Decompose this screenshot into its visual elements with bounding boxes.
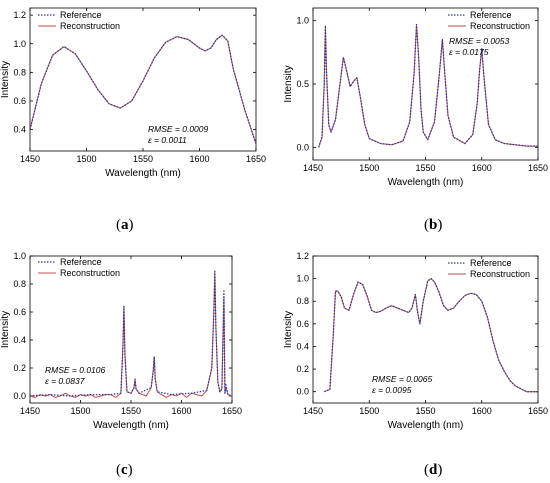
panel-c-y-tick-label: 1.0: [13, 251, 26, 261]
panel-d-y-tick-label: 0.8: [296, 296, 309, 306]
panel-c-x-tick-label: 1450: [20, 406, 40, 416]
panel-d-legend-reference-label: Reference: [470, 258, 512, 268]
panel-a-annotation-rmse: RMSE = 0.0009: [148, 124, 209, 134]
panel-c-y-tick-label: 0.4: [13, 335, 26, 345]
panel-c-y-axis-title: Intensity: [0, 311, 11, 348]
panel-b-x-tick-label: 1650: [528, 163, 548, 173]
panel-c-y-tick-label: 0.6: [13, 307, 26, 317]
panel-a-y-tick-label: 0.6: [13, 96, 26, 106]
panel-d-y-tick-label: 0.4: [296, 341, 309, 351]
panel-c-series-reference-line: [30, 270, 232, 397]
panel-b: 1450 1500 1550 1600 1650 0.0 0.5 1.0 Wavelength …: [283, 7, 548, 188]
panel-d-x-tick-label: 1650: [528, 406, 548, 416]
panel-a: 1450 1500 1550 1600 1650 0.4 0.6 0.8 1.0 1.2 Wavel…: [0, 7, 266, 179]
panel-a-x-tick-label: 1650: [246, 154, 266, 164]
panel-c-x-tick-label: 1500: [70, 406, 90, 416]
panel-a-y-axis-title: Intensity: [0, 61, 11, 98]
panel-c: 1450 1500 1550 1600 1650 0.0 0.2 0.4 0.6 0.8 1.0 Wa…: [0, 251, 242, 431]
panel-a-annotation-epsilon: ε = 0.0011: [148, 135, 187, 145]
panel-b-legend-reference-label: Reference: [470, 10, 512, 20]
panel-a-x-tick-label: 1500: [76, 154, 96, 164]
panel-c-x-tick-label: 1550: [121, 406, 141, 416]
panel-a-y-tick-label: 0.8: [13, 67, 26, 77]
panel-a-tag: (a): [116, 217, 134, 233]
panel-a-y-tick-label: 1.2: [13, 10, 26, 20]
panel-b-x-tick-label: 1600: [472, 163, 492, 173]
panel-a-legend-reference-label: Reference: [60, 10, 102, 20]
panel-a-x-tick-label: 1550: [133, 154, 153, 164]
panel-c-annotation-rmse: RMSE = 0.0106: [45, 365, 106, 375]
panel-d-x-axis-title: Wavelength (nm): [388, 420, 464, 431]
panel-d-annotation-rmse: RMSE = 0.0065: [372, 374, 433, 384]
panel-d-y-tick-label: 1.0: [296, 274, 309, 284]
panel-d-x-tick-label: 1550: [415, 406, 435, 416]
panel-d-y-tick-label: 0.6: [296, 319, 309, 329]
panel-c-legend-reconstruction-label: Reconstruction: [60, 268, 120, 278]
panel-a-y-tick-label: 1.0: [13, 39, 26, 49]
panel-a-legend-reconstruction-label: Reconstruction: [60, 21, 120, 31]
panel-c-x-axis-title: Wavelength (nm): [93, 420, 169, 431]
panel-a-x-tick-label: 1450: [20, 154, 40, 164]
panel-b-y-tick-label: 0.0: [296, 142, 309, 152]
panel-c-tag: (c): [116, 462, 133, 478]
panel-d-y-tick-label: 0.0: [296, 387, 309, 397]
panel-a-series-reference-line: [30, 34, 256, 145]
panel-c-x-tick-label: 1600: [171, 406, 191, 416]
panel-b-tag: (b): [424, 217, 442, 233]
panel-b-annotation-rmse: RMSE = 0.0053: [449, 36, 510, 46]
panel-c-y-tick-label: 0.2: [13, 363, 26, 373]
panel-c-annotation-epsilon: ε = 0.0837: [45, 376, 85, 386]
panel-c-x-tick-label: 1650: [222, 406, 242, 416]
panel-d-legend-reconstruction-label: Reconstruction: [470, 269, 530, 279]
panel-d-y-tick-label: 0.2: [296, 364, 309, 374]
panel-d-series-reference-line: [324, 277, 538, 393]
panel-d-annotation-epsilon: ε = 0.0095: [372, 385, 412, 395]
panel-c-y-tick-label: 0.8: [13, 279, 26, 289]
panel-d-x-tick-label: 1450: [303, 406, 323, 416]
panel-a-x-axis-title: Wavelength (nm): [105, 168, 181, 179]
panel-b-x-tick-label: 1450: [303, 163, 323, 173]
panel-c-legend-reference-label: Reference: [60, 257, 102, 267]
panel-b-series-reference-line: [318, 23, 538, 148]
panel-b-x-tick-label: 1550: [415, 163, 435, 173]
panel-b-y-axis-title: Intensity: [283, 65, 294, 102]
panel-d-y-tick-label: 1.2: [296, 251, 309, 261]
panel-b-y-tick-label: 1.0: [296, 16, 309, 26]
panel-b-legend-reconstruction-label: Reconstruction: [470, 21, 530, 31]
panel-d-y-axis-title: Intensity: [283, 311, 294, 348]
panel-b-annotation-epsilon: ε = 0.0175: [449, 47, 489, 57]
panel-a-series-reconstruction-line: [30, 34, 256, 145]
panel-a-x-tick-label: 1600: [189, 154, 209, 164]
panel-d-tag: (d): [424, 462, 442, 478]
panel-c-y-tick-label: 0.0: [13, 391, 26, 401]
panel-b-y-tick-label: 0.5: [296, 79, 309, 89]
panel-a-y-tick-label: 0.4: [13, 125, 26, 135]
panel-d: 1450 1500 1550 1600 1650 0.0 0.2 0.4 0.6 0.8 1.0 1.…: [283, 251, 548, 431]
panel-d-x-tick-label: 1600: [472, 406, 492, 416]
panel-b-x-tick-label: 1500: [359, 163, 379, 173]
panel-d-x-tick-label: 1500: [359, 406, 379, 416]
panel-b-x-axis-title: Wavelength (nm): [388, 177, 464, 188]
